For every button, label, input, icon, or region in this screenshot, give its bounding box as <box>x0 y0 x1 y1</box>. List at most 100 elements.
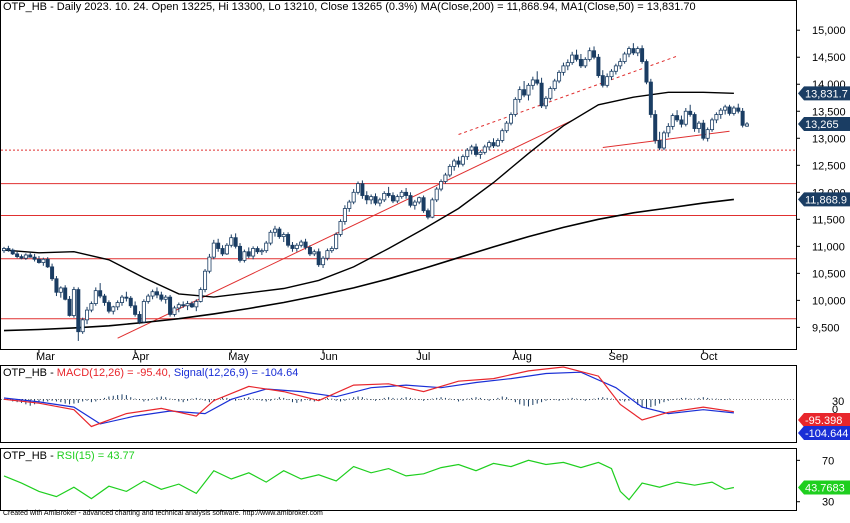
candle <box>425 208 430 220</box>
candle-body-down <box>255 248 260 253</box>
macd-tag-bg <box>798 426 850 440</box>
candle-body-up <box>85 309 90 321</box>
candle <box>482 144 487 155</box>
candle-body-up <box>172 307 177 315</box>
candle <box>522 81 527 98</box>
candle <box>23 253 28 260</box>
candle-body-down <box>701 122 706 139</box>
candle <box>465 148 470 160</box>
candle <box>54 276 59 297</box>
candle <box>683 108 688 127</box>
candle <box>670 113 675 130</box>
candle-body-down <box>102 295 107 303</box>
candle-body-up <box>347 201 352 209</box>
candle-body-up <box>552 80 557 89</box>
candle-body-down <box>36 258 41 263</box>
rsi-tag-text: 43.7683 <box>805 482 845 494</box>
rsi-frame <box>0 448 797 511</box>
candle <box>561 62 566 76</box>
candle <box>334 232 339 250</box>
candle <box>613 63 618 75</box>
candle-body-up <box>626 48 631 55</box>
candle-body-up <box>268 231 273 244</box>
candle <box>342 205 347 225</box>
candle-body-up <box>382 192 387 201</box>
candle-body-up <box>500 130 505 141</box>
candle-body-down <box>246 251 251 257</box>
candle <box>329 246 334 253</box>
candle-body-down <box>277 228 282 238</box>
candle <box>399 190 404 199</box>
candle <box>80 317 85 334</box>
candle <box>592 46 597 60</box>
candle <box>50 263 55 281</box>
candle <box>172 305 177 317</box>
candle <box>508 112 513 126</box>
rsi-tag-bg <box>798 480 850 495</box>
candle-body-down <box>373 196 378 204</box>
candle <box>159 291 164 302</box>
price-panel <box>1 43 796 341</box>
candle <box>635 46 640 57</box>
candle-body-up <box>447 165 452 176</box>
candle-body-up <box>242 251 247 261</box>
candle-body-down <box>286 234 291 246</box>
candle <box>469 144 474 155</box>
candle <box>390 192 395 204</box>
candle <box>530 76 535 90</box>
candle <box>552 78 557 91</box>
macd-tag: -104.644 <box>798 426 850 440</box>
price-ytick-label: 15,000 <box>812 25 846 37</box>
candle <box>718 108 723 119</box>
candle <box>76 287 81 341</box>
candle <box>89 301 94 313</box>
xtick-label: Oct <box>700 351 717 363</box>
candle-body-down <box>491 142 496 147</box>
candle <box>32 253 37 262</box>
candle-body-down <box>631 48 636 54</box>
candle <box>696 120 701 133</box>
candle-body-down <box>679 119 684 125</box>
candle <box>168 294 173 317</box>
candle-body-down <box>181 304 186 307</box>
candle-body-up <box>548 88 553 99</box>
rsi-line <box>3 459 735 501</box>
candle <box>272 225 277 237</box>
macd-tag-text: -95.398 <box>805 415 842 427</box>
candle <box>653 110 658 144</box>
candle-body-down <box>54 278 59 293</box>
price-frame <box>0 0 797 350</box>
candle-body-up <box>565 62 570 67</box>
candle-body-down <box>168 296 173 315</box>
candle-body-down <box>233 237 238 247</box>
candle-body-down <box>45 258 50 268</box>
candle <box>93 287 98 306</box>
candle <box>259 248 264 255</box>
ma50-line <box>3 91 734 298</box>
candle <box>238 243 243 263</box>
candle <box>338 219 343 237</box>
candle-body-up <box>705 129 710 139</box>
candle-body-up <box>635 48 640 54</box>
candle-body-up <box>2 248 7 252</box>
candle-body-down <box>574 54 579 60</box>
candle-body-up <box>351 191 356 203</box>
candle <box>460 154 465 167</box>
candle-body-up <box>399 191 404 198</box>
candle-body-down <box>220 248 225 255</box>
candle-body-up <box>587 50 592 60</box>
candle <box>369 194 374 205</box>
candle-body-down <box>32 256 37 260</box>
candle <box>185 300 190 311</box>
candle <box>395 194 400 204</box>
macd-frame <box>0 365 797 443</box>
candle <box>548 86 553 101</box>
candle <box>307 245 312 257</box>
candle-body-up <box>710 119 715 131</box>
candle <box>517 86 522 103</box>
candle <box>63 285 68 301</box>
macd-tag: -95.398 <box>798 413 850 427</box>
macd-ytick-label: 0 <box>832 404 838 416</box>
candle <box>417 196 422 205</box>
